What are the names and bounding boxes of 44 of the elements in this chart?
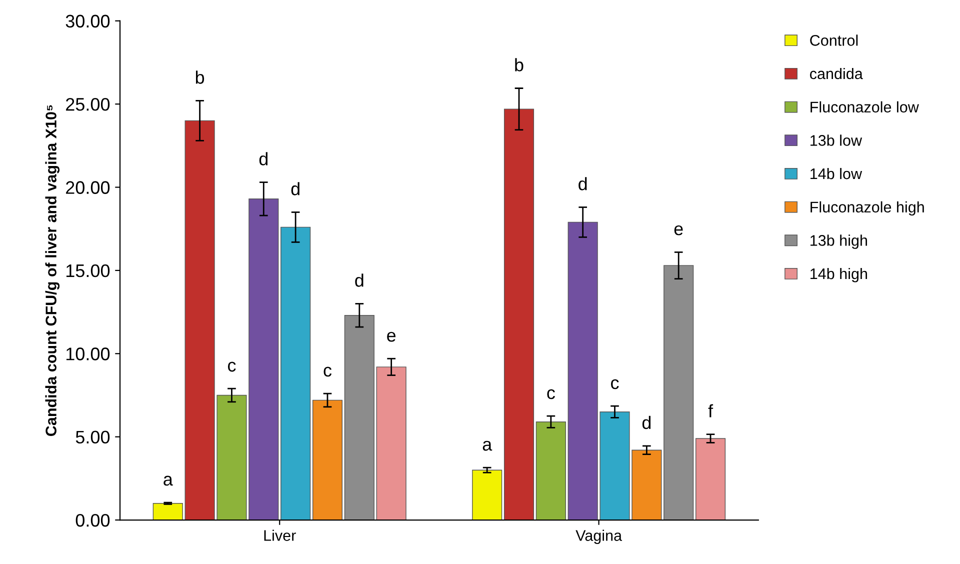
data-label: b (196, 70, 204, 84)
data-label: d (355, 274, 364, 287)
data-label: c (324, 366, 332, 377)
bar (376, 366, 406, 520)
y-tick-label: 30.00 (66, 14, 110, 28)
data-label: a (164, 476, 173, 486)
bar (536, 421, 566, 520)
data-label: c (611, 379, 619, 390)
y-tick-label: 0.00 (76, 514, 110, 527)
y-tick-label: 20.00 (66, 181, 110, 194)
y-tick-label: 25.00 (66, 98, 110, 111)
legend-label: Fluconazole high (810, 201, 924, 216)
legend-label: 13b low (810, 134, 862, 146)
data-label: c (228, 362, 236, 372)
y-tick-label: 5.00 (76, 430, 110, 444)
bar (152, 503, 183, 520)
bar (664, 265, 694, 520)
data-label: c (547, 389, 555, 400)
y-tick-label: 15.00 (66, 264, 110, 278)
y-tick-label: 10.00 (66, 348, 110, 360)
legend-label: Control (810, 34, 858, 46)
data-label: e (674, 225, 683, 236)
data-label: a (482, 440, 492, 451)
data-label: f (708, 404, 714, 418)
bar (312, 400, 343, 520)
data-label: e (387, 332, 396, 342)
bar (280, 226, 311, 520)
bar (504, 108, 534, 520)
data-label: d (578, 177, 587, 190)
data-label: d (291, 182, 300, 196)
legend-label: 14b low (810, 168, 862, 180)
legend-label: candida (810, 68, 863, 80)
data-label: b (515, 58, 524, 72)
x-tick-label: Liver (264, 530, 296, 541)
legend-label: Fluconazole low (810, 101, 919, 113)
bar (695, 438, 726, 520)
bar (472, 470, 502, 520)
legend-label: 13b high (810, 234, 867, 249)
x-tick-label: Vagina (576, 530, 622, 544)
legend-label: 14b high (810, 268, 867, 282)
bar (344, 315, 374, 520)
data-label: d (259, 152, 268, 166)
y-axis-title: Candida count CFU/g of liver and vagina X10⁵ (45, 105, 60, 436)
data-label: d (642, 416, 651, 430)
